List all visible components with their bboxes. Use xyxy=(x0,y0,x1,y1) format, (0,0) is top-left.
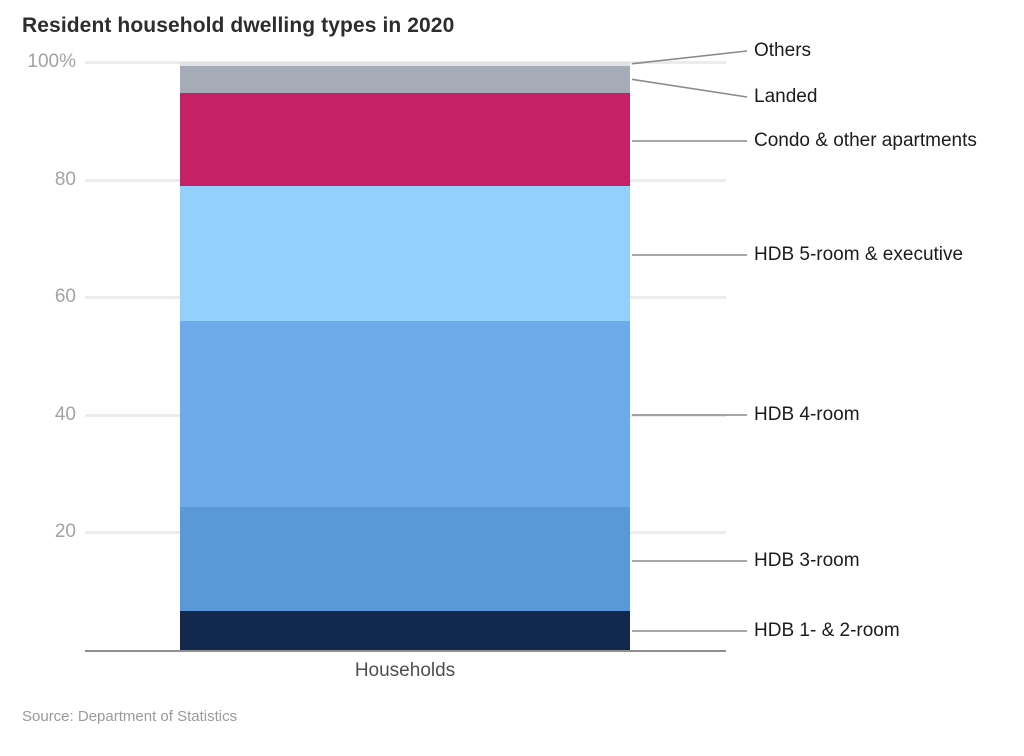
y-tick-label-60: 60 xyxy=(54,286,76,308)
source-caption: Source: Department of Statistics xyxy=(22,708,238,725)
segment-label-landed: Landed xyxy=(754,86,818,107)
x-axis-line xyxy=(85,650,726,652)
y-tick-label-80: 80 xyxy=(54,168,76,190)
y-tick-label-20: 20 xyxy=(54,521,76,543)
bar-segment-hdb-5-room-executive xyxy=(180,186,630,322)
segment-label-hdb-5-room-executive: HDB 5-room & executive xyxy=(754,244,964,265)
x-axis-label: Households xyxy=(354,660,456,681)
chart-title: Resident household dwelling types in 202… xyxy=(22,14,455,37)
bar-segment-hdb-3-room xyxy=(180,507,630,612)
segment-label-others: Others xyxy=(754,40,812,61)
segment-label-hdb-3-room: HDB 3-room xyxy=(754,550,860,571)
segment-label-condo-other-apartments: Condo & other apartments xyxy=(754,130,977,151)
segment-label-hdb-1-2-room: HDB 1- & 2-room xyxy=(754,620,900,641)
segment-label-hdb-4-room: HDB 4-room xyxy=(754,404,860,425)
bar-segment-hdb-4-room xyxy=(180,321,630,508)
y-tick-label-100: 100% xyxy=(27,51,76,72)
bar-segment-hdb-1-2-room xyxy=(180,611,630,650)
y-tick-label-40: 40 xyxy=(54,403,76,425)
bar-segment-landed xyxy=(180,65,630,94)
bar-segment-condo-other-apartments xyxy=(180,93,630,187)
bar-segment-others xyxy=(180,62,630,66)
leader-line-landed xyxy=(631,78,748,98)
